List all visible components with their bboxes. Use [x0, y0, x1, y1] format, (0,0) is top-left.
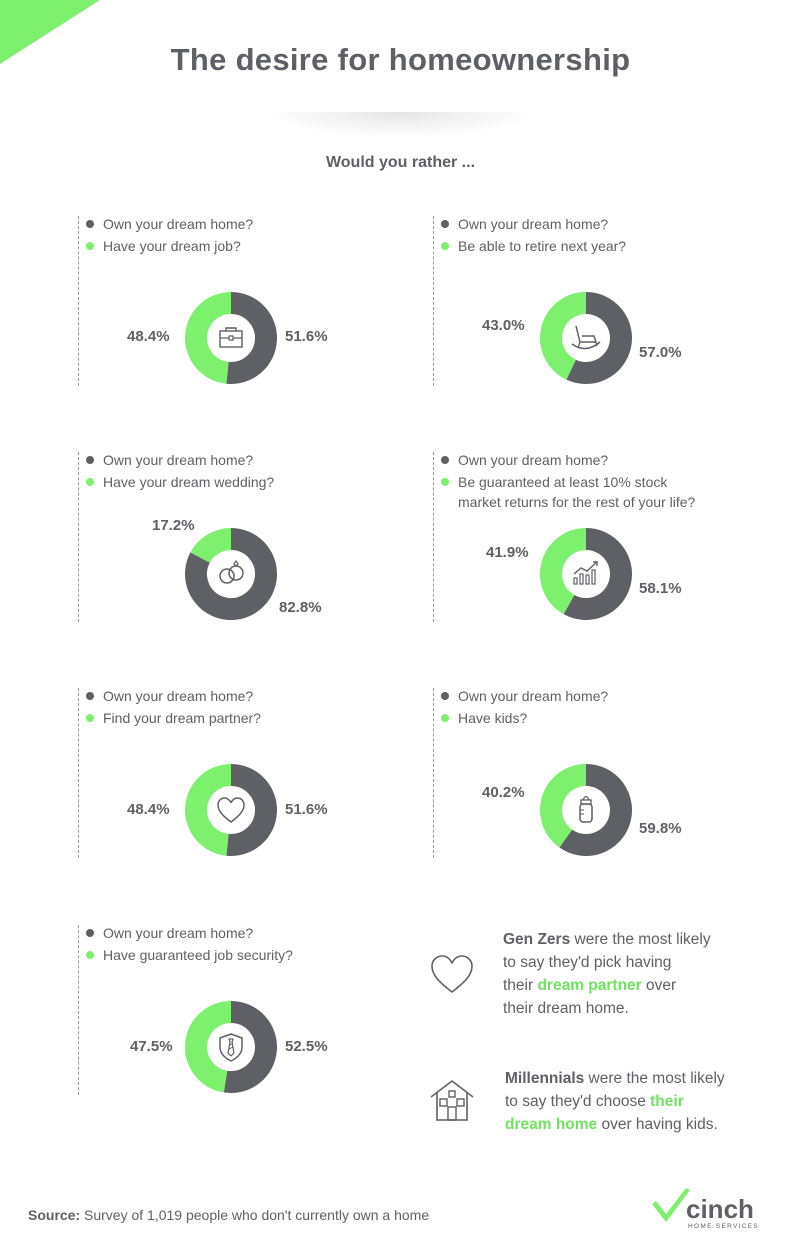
option-a: Own your dream home?	[458, 452, 609, 468]
baby-bottle-icon	[579, 795, 593, 823]
option-a: Own your dream home?	[458, 688, 609, 704]
genz-highlight: dream partner	[537, 977, 642, 994]
legend-dot-alt	[441, 478, 449, 486]
chart-panel-retire: Own your dream home? Be able to retire n…	[433, 216, 774, 386]
option-a: Own your dream home?	[103, 216, 254, 232]
chart-panel-dream-job: Own your dream home? Have your dream job…	[78, 216, 419, 386]
legend-dot-home	[86, 929, 94, 937]
legend-dot-home	[86, 456, 94, 464]
legend-dot-home	[86, 692, 94, 700]
chart-panel-partner: Own your dream home? Find your dream par…	[78, 688, 419, 858]
subtitle: Would you rather ...	[325, 154, 476, 171]
donut-chart	[540, 764, 632, 856]
green-percent-label: 17.2%	[152, 517, 195, 534]
donut-chart	[185, 292, 277, 384]
millennials-highlight: dream home	[505, 1116, 598, 1133]
gray-percent-label: 51.6%	[285, 801, 328, 818]
rocking-chair-icon	[571, 325, 601, 350]
green-percent-label: 40.2%	[482, 784, 525, 801]
slice-own-home	[563, 528, 632, 620]
option-b: Have your dream job?	[103, 238, 241, 254]
chart-panel-kids: Own your dream home? Have kids? 40.2% 59…	[433, 688, 774, 858]
legend-dot-home	[86, 220, 94, 228]
donut-chart	[185, 528, 277, 620]
legend-dot-home	[441, 220, 449, 228]
cinch-logo: cinch HOME SERVICES	[652, 1188, 759, 1230]
gray-percent-label: 51.6%	[285, 328, 328, 345]
gray-percent-label: 52.5%	[285, 1038, 328, 1055]
green-percent-label: 41.9%	[486, 544, 529, 561]
chart-panel-job-security: Own your dream home? Have guaranteed job…	[78, 925, 419, 1095]
source-note: Source: Survey of 1,019 people who don't…	[28, 1207, 430, 1223]
donut-chart	[540, 292, 632, 384]
slice-alternative	[540, 764, 587, 848]
option-b: Have your dream wedding?	[103, 474, 275, 490]
logo-wordmark: cinch	[686, 1194, 754, 1224]
green-percent-label: 48.4%	[127, 328, 170, 345]
option-b: Be able to retire next year?	[458, 238, 627, 254]
slice-own-home	[185, 528, 277, 620]
slice-own-home	[566, 292, 632, 384]
slice-alternative	[185, 292, 232, 384]
stock-chart-icon	[573, 561, 598, 585]
option-a: Own your dream home?	[103, 925, 254, 941]
gray-percent-label: 59.8%	[639, 820, 682, 837]
tie-shield-icon	[219, 1033, 243, 1062]
option-a: Own your dream home?	[103, 452, 254, 468]
slice-alternative	[190, 528, 232, 564]
donut-chart	[540, 528, 632, 620]
slice-alternative	[185, 764, 232, 856]
option-a: Own your dream home?	[458, 216, 609, 232]
page-title: The desire for homeownership	[170, 42, 631, 77]
option-b: Have kids?	[458, 710, 528, 726]
option-b-line1: Be guaranteed at least 10% stock	[458, 474, 668, 490]
slice-own-home	[559, 764, 632, 856]
briefcase-icon	[219, 327, 243, 348]
corner-decoration	[0, 0, 100, 64]
gray-percent-label: 58.1%	[639, 580, 682, 597]
slice-alternative	[540, 292, 587, 380]
green-percent-label: 43.0%	[482, 317, 525, 334]
genz-insight: Gen Zers were the most likely to say the…	[503, 931, 711, 1017]
donut-chart	[185, 1001, 277, 1093]
donut-chart	[185, 764, 277, 856]
millennials-lead: Millennials	[505, 1070, 585, 1087]
green-percent-label: 47.5%	[130, 1038, 173, 1055]
legend-dot-alt	[86, 714, 94, 722]
slice-alternative	[185, 1001, 232, 1093]
legend-dot-alt	[86, 951, 94, 959]
title-shadow	[265, 112, 535, 138]
legend-dot-alt	[86, 242, 94, 250]
option-a: Own your dream home?	[103, 688, 254, 704]
heart-icon	[217, 797, 245, 823]
legend-dot-alt	[86, 478, 94, 486]
logo-tagline: HOME SERVICES	[688, 1223, 759, 1230]
option-b-line2: market returns for the rest of your life…	[458, 494, 696, 510]
chart-panel-wedding: Own your dream home? Have your dream wed…	[78, 452, 419, 622]
option-b: Find your dream partner?	[103, 710, 261, 726]
legend-dot-alt	[441, 714, 449, 722]
rings-icon	[219, 559, 244, 584]
heart-outline-icon	[431, 955, 473, 993]
option-b: Have guaranteed job security?	[103, 947, 293, 963]
slice-own-home	[226, 292, 277, 384]
millennials-insight: Millennials were the most likely to say …	[505, 1070, 725, 1133]
gray-percent-label: 82.8%	[279, 599, 322, 616]
legend-dot-home	[441, 456, 449, 464]
gray-percent-label: 57.0%	[639, 344, 682, 361]
slice-own-home	[223, 1001, 277, 1093]
house-icon	[430, 1080, 474, 1121]
legend-dot-home	[441, 692, 449, 700]
slice-own-home	[226, 764, 277, 856]
genz-lead: Gen Zers	[503, 931, 571, 948]
slice-alternative	[540, 528, 587, 615]
green-percent-label: 48.4%	[127, 801, 170, 818]
chart-panel-stock: Own your dream home? Be guaranteed at le…	[433, 452, 774, 622]
legend-dot-alt	[441, 242, 449, 250]
